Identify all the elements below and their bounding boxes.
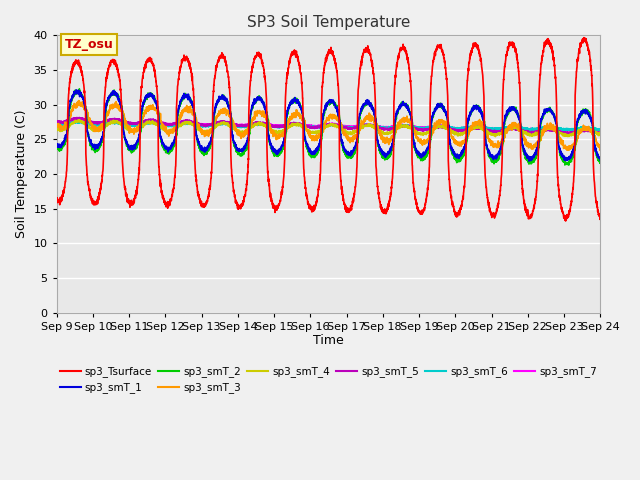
X-axis label: Time: Time (313, 334, 344, 348)
Legend: sp3_Tsurface, sp3_smT_1, sp3_smT_2, sp3_smT_3, sp3_smT_4, sp3_smT_5, sp3_smT_6, : sp3_Tsurface, sp3_smT_1, sp3_smT_2, sp3_… (56, 362, 601, 397)
Text: TZ_osu: TZ_osu (65, 38, 114, 51)
Title: SP3 Soil Temperature: SP3 Soil Temperature (247, 15, 410, 30)
Y-axis label: Soil Temperature (C): Soil Temperature (C) (15, 109, 28, 238)
